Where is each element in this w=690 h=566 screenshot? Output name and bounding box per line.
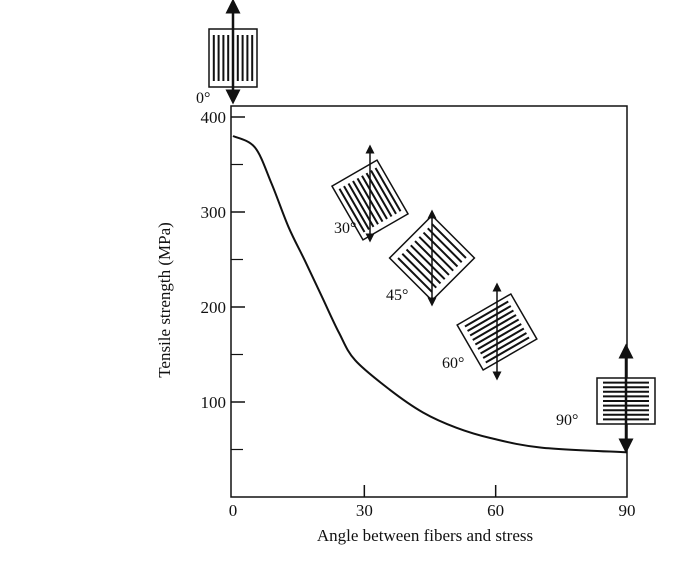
fiber-line [370,170,397,215]
x-tick-label: 0 [229,501,238,520]
y-tick-label: 200 [201,298,227,317]
y-tick-label: 300 [201,203,227,222]
fiber-specimen-30: 30° [330,144,410,243]
angle-label: 45° [386,287,408,304]
fiber-specimen-0: 0° [196,0,258,107]
fiber-line [374,167,402,212]
y-axis-title: Tensile strength (MPa) [155,222,174,378]
fiber-line [343,185,370,230]
y-tick-label: 400 [201,108,227,127]
fiber-line [482,332,527,359]
fiber-line [338,188,366,233]
fiber-specimen-45: 45° [386,209,476,307]
fiber-line [397,257,433,293]
x-tick-label: 60 [487,501,504,520]
x-tick-label: 90 [619,501,636,520]
angle-label: 30° [334,220,356,237]
x-tick-label: 30 [356,501,373,520]
y-tick-label: 100 [201,393,227,412]
fiber-specimen-90: 90° [556,343,656,454]
angle-label: 60° [442,355,464,372]
fiber-line [467,305,512,332]
x-axis-title: Angle between fibers and stress [317,526,533,545]
fiber-line [469,309,514,337]
fiber-line [431,223,467,259]
fiber-specimen-60: 60° [442,282,538,381]
strength-curve [232,135,628,454]
plot-frame [230,105,628,498]
fiber-line [480,327,525,355]
angle-label: 0° [196,90,210,107]
angle-label: 90° [556,412,578,429]
